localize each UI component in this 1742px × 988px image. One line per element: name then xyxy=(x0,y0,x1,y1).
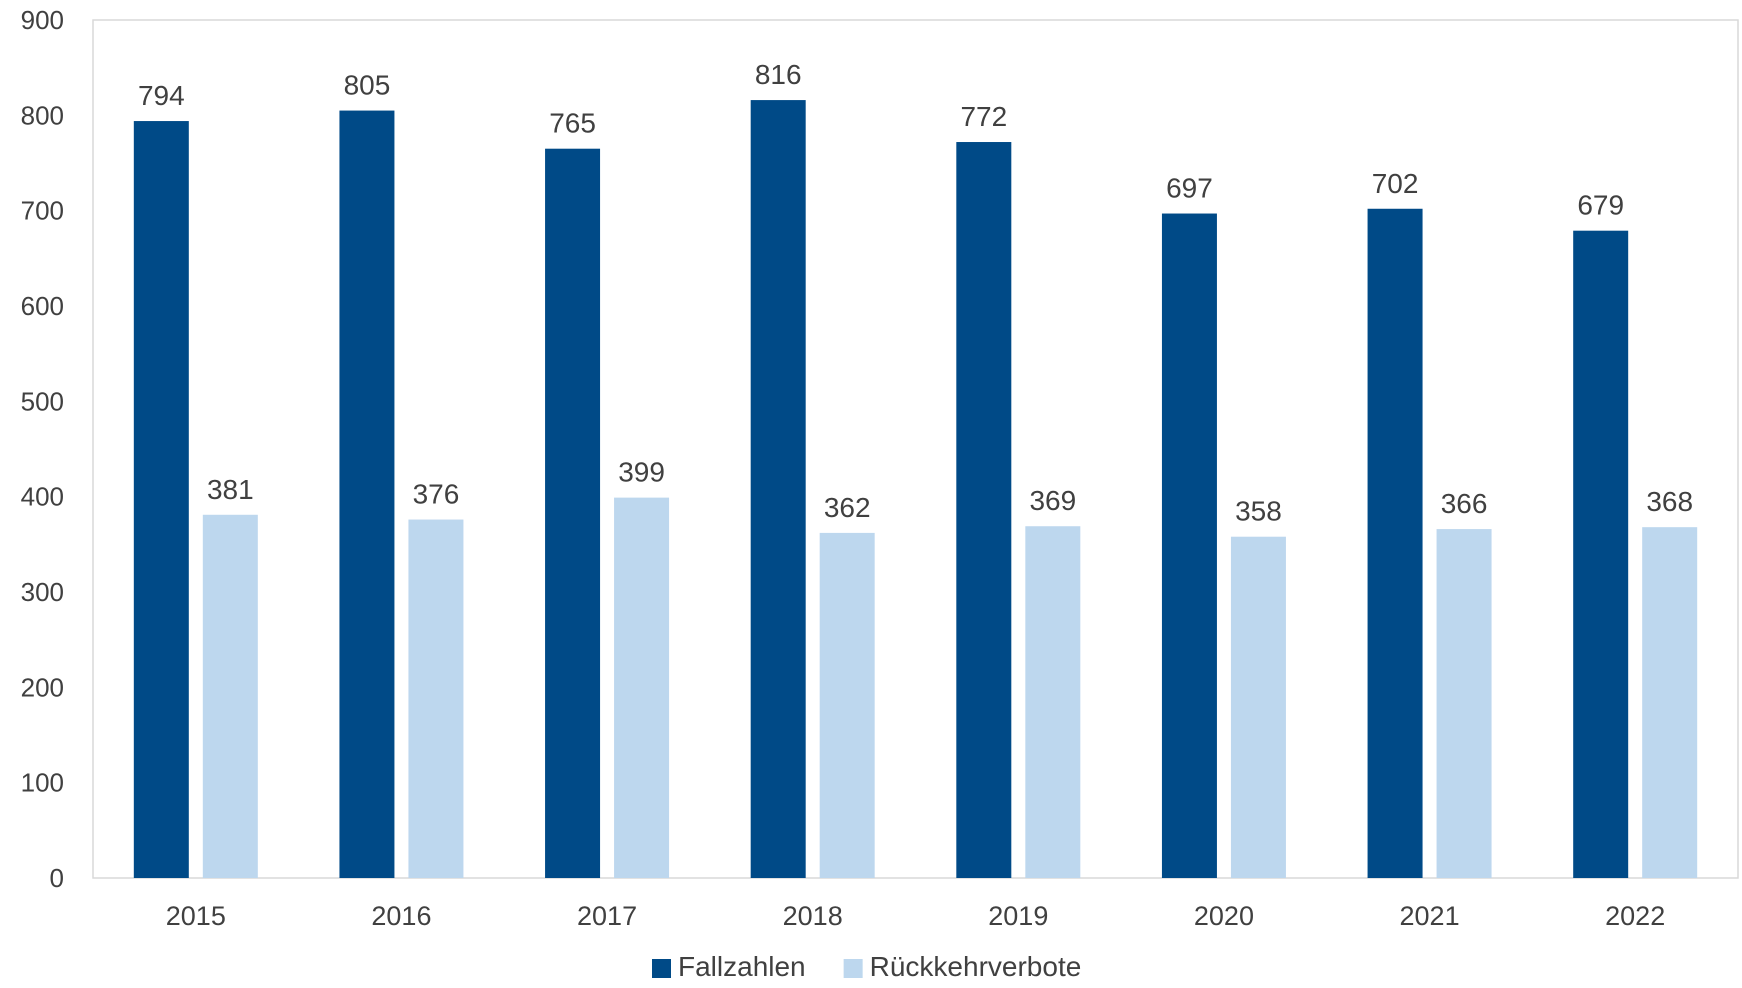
data-label: 399 xyxy=(618,457,665,488)
data-label: 358 xyxy=(1235,496,1282,527)
data-label: 368 xyxy=(1646,486,1693,517)
x-tick-label: 2016 xyxy=(371,901,431,931)
bar-r-ckkehrverbote-2016 xyxy=(408,519,464,878)
data-label: 697 xyxy=(1166,173,1213,204)
x-tick-label: 2019 xyxy=(988,901,1048,931)
data-label: 794 xyxy=(138,80,185,111)
x-tick-label: 2015 xyxy=(166,901,226,931)
legend-swatch xyxy=(652,959,671,978)
legend-label: Rückkehrverbote xyxy=(870,951,1082,982)
x-tick-label: 2018 xyxy=(783,901,843,931)
data-label: 366 xyxy=(1441,488,1488,519)
x-tick-label: 2017 xyxy=(577,901,637,931)
y-tick-label: 900 xyxy=(21,5,64,35)
x-tick-label: 2022 xyxy=(1605,901,1665,931)
y-tick-label: 500 xyxy=(21,386,64,416)
bar-fallzahlen-2021 xyxy=(1367,208,1423,878)
plot-border xyxy=(92,19,1739,879)
legend: Fallzahlen Rückkehrverbote xyxy=(652,951,1081,982)
x-tick-label: 2021 xyxy=(1400,901,1460,931)
data-label: 362 xyxy=(824,492,871,523)
data-labels: 794 381 805 376 765 399 816 362 772 369 697 358 702 3… xyxy=(138,59,1693,527)
data-label: 816 xyxy=(755,59,802,90)
bar-r-ckkehrverbote-2019 xyxy=(1025,526,1081,878)
bar-fallzahlen-2018 xyxy=(750,100,806,878)
data-label: 369 xyxy=(1029,485,1076,516)
data-label: 805 xyxy=(344,70,391,101)
legend-label: Fallzahlen xyxy=(678,951,806,982)
y-tick-label: 200 xyxy=(21,672,64,702)
y-axis: 0 100 200 300 400 500 600 700 800 900 xyxy=(21,5,64,893)
bar-r-ckkehrverbote-2021 xyxy=(1436,529,1492,878)
x-axis: 2015 2016 2017 2018 2019 2020 2021 2022 xyxy=(166,901,1665,931)
y-tick-label: 100 xyxy=(21,768,64,798)
bar-fallzahlen-2016 xyxy=(339,110,395,879)
data-label: 381 xyxy=(207,474,254,505)
bar-fallzahlen-2015 xyxy=(133,121,189,878)
data-label: 765 xyxy=(549,108,596,139)
y-tick-label: 800 xyxy=(21,100,64,130)
bar-r-ckkehrverbote-2015 xyxy=(202,514,258,878)
y-tick-label: 600 xyxy=(21,291,64,321)
data-label: 772 xyxy=(960,101,1007,132)
data-label: 679 xyxy=(1577,190,1624,221)
bar-r-ckkehrverbote-2020 xyxy=(1230,536,1286,878)
bar-fallzahlen-2020 xyxy=(1161,213,1217,878)
y-tick-label: 300 xyxy=(21,577,64,607)
y-tick-label: 700 xyxy=(21,196,64,226)
bar-fallzahlen-2022 xyxy=(1573,230,1629,879)
bar-series xyxy=(133,100,1698,879)
bar-fallzahlen-2017 xyxy=(545,148,601,878)
y-tick-label: 0 xyxy=(50,863,64,893)
data-label: 376 xyxy=(413,479,460,510)
x-tick-label: 2020 xyxy=(1194,901,1254,931)
bar-r-ckkehrverbote-2017 xyxy=(614,497,670,878)
legend-swatch xyxy=(843,959,863,978)
bar-r-ckkehrverbote-2018 xyxy=(819,532,875,878)
y-tick-label: 400 xyxy=(21,482,64,512)
bar-r-ckkehrverbote-2022 xyxy=(1642,527,1698,878)
bar-fallzahlen-2019 xyxy=(956,142,1012,878)
data-label: 702 xyxy=(1372,168,1419,199)
plot-area xyxy=(92,19,1739,879)
